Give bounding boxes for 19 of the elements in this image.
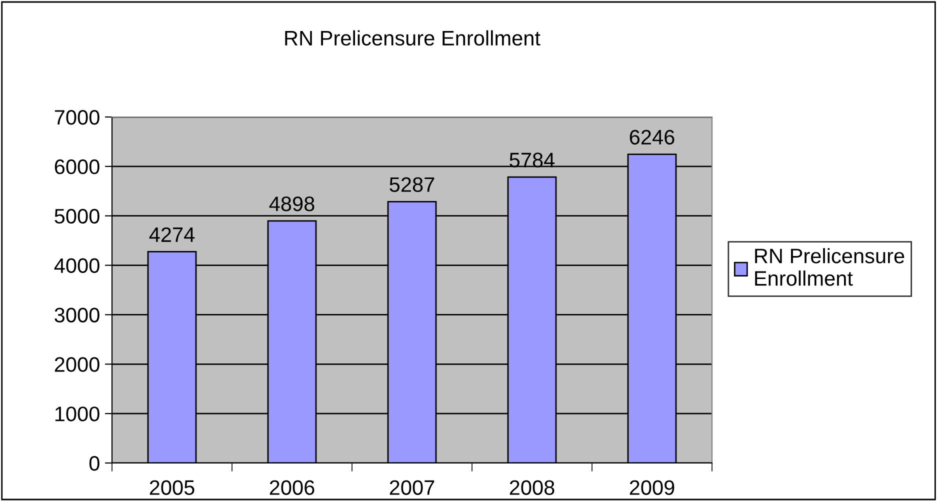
y-tick-label: 2000 — [54, 357, 100, 372]
data-label: 4274 — [149, 227, 195, 242]
y-tick-label: 3000 — [54, 308, 100, 322]
y-tick-label: 0 — [89, 456, 100, 471]
x-tick-label: 2006 — [270, 480, 314, 495]
data-label: 4898 — [269, 196, 314, 212]
chart-title: RN Prelicensure Enrollment — [285, 30, 540, 46]
y-tick-label: 5000 — [54, 208, 100, 224]
y-tick-label: 7000 — [54, 110, 100, 125]
y-tick-label: 6000 — [54, 159, 100, 174]
data-label: 6246 — [630, 130, 674, 145]
x-tick-label: 2008 — [510, 480, 554, 495]
data-label: 5287 — [390, 177, 434, 192]
y-tick-label: 4000 — [54, 258, 100, 274]
y-tick-label: 1000 — [55, 406, 100, 422]
x-tick-label: 2005 — [150, 480, 194, 495]
x-tick-label: 2007 — [390, 480, 434, 495]
x-tick-label: 2009 — [630, 480, 674, 495]
legend-label: RN Prelicensure Enrollment — [755, 248, 904, 286]
